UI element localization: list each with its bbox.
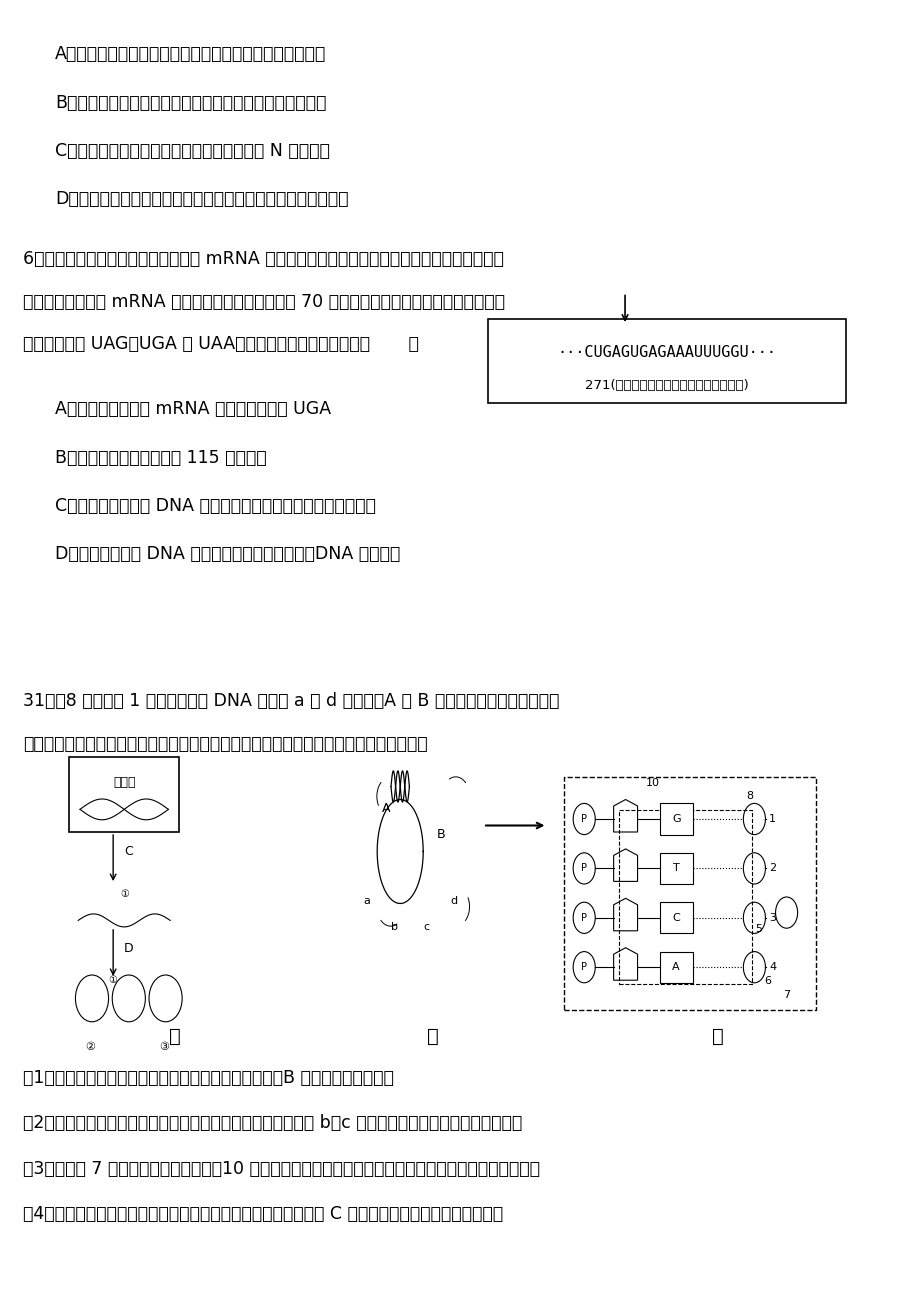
- Text: C: C: [672, 913, 679, 923]
- Text: B: B: [437, 828, 445, 841]
- Text: ①: ①: [120, 889, 130, 900]
- Text: G: G: [671, 814, 680, 824]
- Bar: [69, 757, 179, 832]
- Text: 甲: 甲: [426, 1027, 437, 1046]
- Text: d: d: [450, 896, 458, 906]
- Text: 1: 1: [768, 814, 776, 824]
- Text: P: P: [581, 962, 586, 972]
- Text: P: P: [581, 913, 586, 923]
- FancyBboxPatch shape: [487, 318, 845, 403]
- Text: P: P: [581, 814, 586, 824]
- Text: b: b: [391, 922, 398, 932]
- Text: C: C: [124, 845, 133, 858]
- Text: 31．（8 分，每空 1 分）下图甲中 DNA 分子有 a 和 d 两条链，A 和 B 为相关的酶，图乙表示甲图: 31．（8 分，每空 1 分）下图甲中 DNA 分子有 a 和 d 两条链，A …: [23, 692, 559, 710]
- Text: ①: ①: [108, 975, 118, 985]
- Text: c: c: [423, 922, 429, 932]
- FancyBboxPatch shape: [563, 777, 815, 1010]
- Text: （3）乙图中 7 的名称是＿＿＿＿＿＿，10 作模板链转录后形成的子链碱基序列从上到下依次是＿＿＿＿＿: （3）乙图中 7 的名称是＿＿＿＿＿＿，10 作模板链转录后形成的子链碱基序列从…: [23, 1160, 539, 1178]
- Text: T: T: [672, 863, 679, 874]
- Text: B．突变基因表达的蛋白含 115 个氨基酸: B．突变基因表达的蛋白含 115 个氨基酸: [55, 448, 267, 467]
- Text: A: A: [672, 962, 679, 972]
- Text: 6．下图为某种细菌中脲酶基因转录的 mRNA 部分序列。现有一细菌的脲酶由于基因突变而失活，: 6．下图为某种细菌中脲酶基因转录的 mRNA 部分序列。现有一细菌的脲酶由于基因…: [23, 250, 504, 268]
- Text: ②: ②: [85, 1043, 96, 1053]
- Text: 6: 6: [764, 976, 771, 987]
- Text: 乙: 乙: [711, 1027, 722, 1046]
- Text: 丙: 丙: [169, 1027, 180, 1046]
- Text: （终止密码有 UAG、UGA 和 UAA）。下列有关说法错误的是（       ）: （终止密码有 UAG、UGA 和 UAA）。下列有关说法错误的是（ ）: [23, 335, 418, 354]
- Bar: [659, 952, 692, 983]
- Text: 4: 4: [768, 962, 776, 972]
- Text: 8: 8: [745, 790, 753, 801]
- Text: （4）丙图中所涉及的遗传信息的传递途径为＿＿＿＿＿＿，图中 C 过程所需的原料是＿＿＿＿＿＿。: （4）丙图中所涉及的遗传信息的传递途径为＿＿＿＿＿＿，图中 C 过程所需的原料是…: [23, 1205, 503, 1223]
- Text: P: P: [581, 863, 586, 874]
- Text: C．其线粒体的环状 DNA 分子中每个脱氧核糖都与两个磷酸相连: C．其线粒体的环状 DNA 分子中每个脱氧核糖都与两个磷酸相连: [55, 497, 376, 515]
- Text: A: A: [381, 802, 390, 815]
- Text: 271(表示从起始密码开始算起的碱基序号): 271(表示从起始密码开始算起的碱基序号): [584, 380, 748, 393]
- Text: 中某一片段放大后的结构，丙图为甲中某基因表达的过程。结合相关知识回答下列问题：: 中某一片段放大后的结构，丙图为甲中某基因表达的过程。结合相关知识回答下列问题：: [23, 734, 427, 753]
- Text: B．若此细胞中有染色单体，则此细胞不能是次级精母细胞: B．若此细胞中有染色单体，则此细胞不能是次级精母细胞: [55, 94, 326, 112]
- Text: D．突变基因所在 DNA 复制时所需的酶有解旋酶、DNA 聚合酶等: D．突变基因所在 DNA 复制时所需的酶有解旋酶、DNA 聚合酶等: [55, 545, 400, 563]
- Text: 突变后基因转录的 mRNA 在图中箭头所示位置增加了 70 个核苷酸，使图示序列中出现终止密码: 突变后基因转录的 mRNA 在图中箭头所示位置增加了 70 个核苷酸，使图示序列…: [23, 292, 505, 311]
- Text: C．若此细胞处在分裂中期，则此细胞中含有 N 个四分体: C．若此细胞处在分裂中期，则此细胞中含有 N 个四分体: [55, 142, 330, 160]
- Bar: [659, 803, 692, 835]
- Text: （1）甲图表示的生理过程的主要特点是＿＿＿＿＿＿，B 是＿＿＿＿＿＿酶。: （1）甲图表示的生理过程的主要特点是＿＿＿＿＿＿，B 是＿＿＿＿＿＿酶。: [23, 1069, 393, 1087]
- Text: D: D: [124, 942, 133, 956]
- Text: 3: 3: [768, 913, 776, 923]
- Text: A．若此细胞中有同源染色体，则此细胞只能进行有丝分裂: A．若此细胞中有同源染色体，则此细胞只能进行有丝分裂: [55, 46, 326, 64]
- Text: 2: 2: [768, 863, 776, 874]
- Text: （2）图甲过程发生在细胞分裂的＿＿＿＿＿＿＿期，确保子链 b、c 能准确合成的原则是＿＿＿＿＿＿。: （2）图甲过程发生在细胞分裂的＿＿＿＿＿＿＿期，确保子链 b、c 能准确合成的原…: [23, 1114, 522, 1132]
- Bar: [659, 902, 692, 933]
- Text: D．若此细胞处在分裂后期，则其产生两个子细胞的基因型不同: D．若此细胞处在分裂后期，则其产生两个子细胞的基因型不同: [55, 190, 348, 208]
- Bar: [659, 853, 692, 884]
- Text: ···CUGAGUGAGAAAUUUGGU···: ···CUGAGUGAGAAAUUUGGU···: [557, 344, 776, 360]
- Text: ③: ③: [159, 1043, 169, 1053]
- Text: 5: 5: [754, 924, 762, 935]
- Text: 10: 10: [645, 777, 660, 788]
- Text: A．突变基因转录的 mRNA 中，终止密码为 UGA: A．突变基因转录的 mRNA 中，终止密码为 UGA: [55, 400, 331, 419]
- FancyBboxPatch shape: [618, 810, 751, 984]
- Text: a: a: [363, 896, 369, 906]
- Text: 7: 7: [782, 989, 789, 1000]
- Text: 某基因: 某基因: [113, 776, 135, 789]
